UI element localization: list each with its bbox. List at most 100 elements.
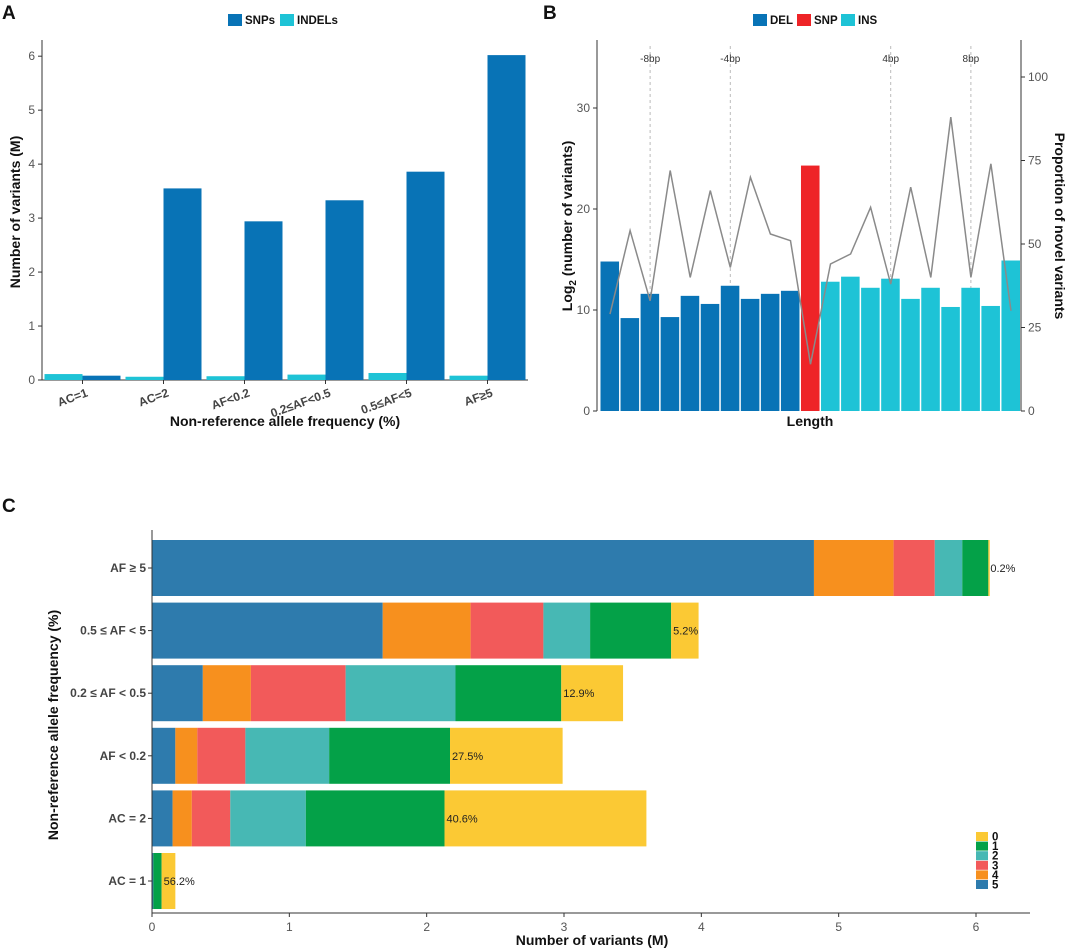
panel-b-reference-lines xyxy=(649,46,972,411)
panel-b-legend: DEL SNP INS xyxy=(753,14,878,27)
panel-c-y-axis-title: Non-reference allele frequency (%) xyxy=(45,610,61,840)
legend-swatch-del xyxy=(753,14,767,26)
panel-letter-c: C xyxy=(2,496,16,517)
panel-c-bar-segment-0 xyxy=(561,665,624,722)
panel-b-right-tick-label: 50 xyxy=(1028,237,1042,251)
panel-c-bar-segment-3 xyxy=(191,790,231,847)
panel-c-x-ticks: 0 1 2 3 4 5 6 xyxy=(149,913,980,934)
panel-c-bar-segment-0 xyxy=(671,602,699,659)
panel-c-x-tick-label: 5 xyxy=(835,920,842,934)
panel-b-bar xyxy=(921,287,940,411)
panel-c-legend-label: 2 xyxy=(992,851,998,863)
panel-a-y-tick-label: 3 xyxy=(28,211,35,225)
panel-b-annotations: -8bp -4bp 4bp 8bp xyxy=(640,54,980,65)
panel-c-percent-label: 56.2% xyxy=(164,876,195,888)
panel-c-percent-label: 12.9% xyxy=(563,688,594,700)
panel-c-x-tick-label: 0 xyxy=(149,920,156,934)
panel-c-legend-label: 4 xyxy=(992,870,999,882)
panel-b-novel-proportion-line xyxy=(609,117,1012,365)
panel-c-x-tick-label: 6 xyxy=(973,920,980,934)
panel-c-bar-segment-4 xyxy=(175,727,198,784)
panel-c-bar-segment-1 xyxy=(305,790,445,847)
panel-b-right-tick-label: 25 xyxy=(1028,321,1042,335)
panel-a-x-tick-label: AF<0.2 xyxy=(209,386,251,413)
panel-c-legend-swatch xyxy=(976,870,988,880)
panel-a-axes xyxy=(41,40,528,381)
panel-a-legend: SNPs INDELs xyxy=(228,14,338,27)
panel-c-x-tick-label: 4 xyxy=(698,920,705,934)
panel-b-bar xyxy=(720,285,740,411)
panel-a-y-axis-title: Number of variants (M) xyxy=(7,136,23,288)
panel-b-bar xyxy=(640,293,660,411)
panel-c-legend-label: 1 xyxy=(992,841,999,853)
panel-b-bar xyxy=(901,298,920,411)
panel-c-x-tick-label: 2 xyxy=(423,920,430,934)
panel-b-x-axis-title: Length xyxy=(787,413,834,429)
panel-a-x-tick-label: AC=2 xyxy=(137,386,171,410)
panel-c-legend-swatch xyxy=(976,841,988,851)
panel-c-x-tick-label: 1 xyxy=(286,920,293,934)
panel-a-y-tick-label: 5 xyxy=(28,103,35,117)
legend-swatch-indels xyxy=(280,14,294,26)
panel-b-bar xyxy=(861,287,880,411)
panel-c-percent-labels: 0.2% 5.2% 12.9% 27.5% 40.6% 56.2% xyxy=(164,563,1016,888)
panel-a-bar-indels xyxy=(287,374,326,380)
panel-c-y-tick-label: AC = 1 xyxy=(108,874,146,888)
panel-b-bar xyxy=(1001,260,1020,411)
panel-b-bar xyxy=(821,281,840,411)
panel-a-bar-snps xyxy=(406,171,445,380)
panel-c-bar-segment-0 xyxy=(444,790,647,847)
panel-c-bar-segment-5 xyxy=(152,540,814,596)
panel-letter-b: B xyxy=(543,3,557,24)
panel-a-y-tick-label: 2 xyxy=(28,265,35,279)
panel-b-bar xyxy=(660,317,680,411)
panel-c-bar-segment-5 xyxy=(152,665,203,722)
panel-b-bar xyxy=(760,293,780,411)
panel-b-annotation-label: 4bp xyxy=(882,54,899,65)
panel-b-left-tick-label: 30 xyxy=(577,101,591,115)
panel-c-legend-swatch xyxy=(976,851,988,861)
panel-a-y-tick-label: 0 xyxy=(28,373,35,387)
legend-label-snps: SNPs xyxy=(245,15,275,27)
panel-c-bar-segment-2 xyxy=(345,665,456,722)
panel-b-axes xyxy=(596,40,1022,411)
panel-c-bar-segment-3 xyxy=(893,540,935,596)
panel-c-bar-segment-1 xyxy=(962,540,989,596)
panel-c-bar-segment-5 xyxy=(152,727,176,784)
legend-label-ins: INS xyxy=(858,15,878,27)
panel-c-bar-segment-3 xyxy=(250,665,346,722)
panel-a-y-tick-label: 4 xyxy=(28,157,35,171)
panel-a-bar-indels xyxy=(125,376,164,380)
panel-a-bar-snps xyxy=(244,221,283,380)
panel-c-bar-segment-2 xyxy=(934,540,963,596)
panel-c-percent-label: 40.6% xyxy=(447,813,478,825)
panel-a-y-tick-label: 1 xyxy=(28,319,35,333)
panel-c: 0.2% 5.2% 12.9% 27.5% 40.6% 56.2% AF ≥ 5 0.5 ≤… xyxy=(45,530,1030,948)
panel-b-bar xyxy=(620,318,640,411)
panel-c-bar-segment-1 xyxy=(455,665,562,722)
panel-b-bar xyxy=(780,290,800,411)
panel-c-x-axis-title: Number of variants (M) xyxy=(516,932,668,948)
legend-swatch-snp xyxy=(797,14,811,26)
panel-c-bar-segment-5 xyxy=(152,602,383,659)
panel-b-bar xyxy=(700,303,720,411)
panel-letter-a: A xyxy=(2,3,16,24)
panel-c-legend-label: 3 xyxy=(992,860,998,872)
panel-b-bars xyxy=(600,165,1020,411)
panel-b-right-axis-title: Proportion of novel variants xyxy=(1052,133,1065,320)
legend-label-indels: INDELs xyxy=(297,15,338,27)
panel-a-y-ticks: 0 1 2 3 4 5 6 xyxy=(28,49,42,387)
legend-swatch-snps xyxy=(228,14,242,26)
panel-b-right-tick-label: 75 xyxy=(1028,154,1042,168)
panel-b-bar xyxy=(740,298,760,411)
panel-b-annotation-label: -4bp xyxy=(720,54,740,65)
panel-c-bar-segment-5 xyxy=(152,790,173,847)
legend-label-snp: SNP xyxy=(814,15,838,27)
panel-a-bars xyxy=(44,55,526,380)
panel-c-x-tick-label: 3 xyxy=(561,920,568,934)
panel-c-bar-segment-3 xyxy=(197,727,246,784)
panel-c-legend-label: 0 xyxy=(992,832,998,844)
panel-b-left-axis-title: Log2 (number of variants) xyxy=(559,141,579,311)
panel-b-right-tick-label: 100 xyxy=(1028,70,1048,84)
